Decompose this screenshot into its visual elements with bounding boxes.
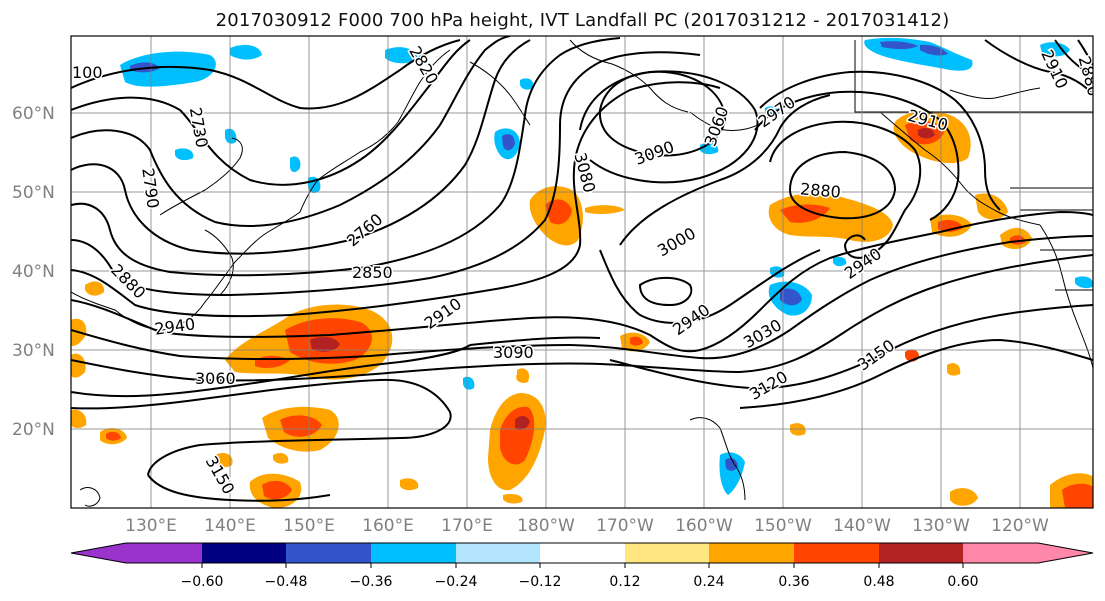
map-panel [71,36,1093,508]
colorbar-segment [202,543,286,563]
colorbar-tick-label: −0.60 [181,574,224,590]
coastlines [71,39,1093,507]
colorbar [70,542,1094,568]
lon-label: 170°W [596,516,654,536]
lon-label: 150°E [283,516,335,536]
lon-label: 130°E [125,516,177,536]
colorbar-tick-label: 0.60 [947,574,978,590]
figure-title: 2017030912 F000 700 hPa height, IVT Land… [215,10,950,31]
ivt-shading [71,37,1093,508]
colorbar-tick-label: 0.12 [609,574,640,590]
colorbar-segment [794,543,879,563]
lon-label: 150°W [754,516,812,536]
lat-label: 50°N [12,183,55,203]
lon-label: 140°E [204,516,256,536]
contour-label: 2880 [799,179,841,201]
colorbar-extend-min [71,543,126,563]
lon-label: 130°W [912,516,970,536]
colorbar-labels: −0.60 −0.48 −0.36 −0.24 −0.12 0.12 0.24 … [181,574,979,590]
colorbar-tick-label: −0.12 [519,574,562,590]
colorbar-tick-label: 0.24 [693,574,724,590]
lon-label: 160°E [362,516,414,536]
colorbar-tick-label: −0.24 [435,574,478,590]
colorbar-tick-label: 0.36 [778,574,809,590]
map-frame [70,35,1094,509]
contour-label: 100 [72,63,103,82]
colorbar-segment [963,543,1038,563]
lat-label: 40°N [12,262,55,282]
lon-label: 180°W [517,516,575,536]
lat-label: 20°N [12,420,55,440]
lat-label: 30°N [12,341,55,361]
contour-label: 2850 [352,263,393,282]
colorbar-segment [286,543,371,563]
lon-label: 160°W [675,516,733,536]
height-contours [71,36,1093,502]
lat-labels: 60°N 50°N 40°N 30°N 20°N [12,104,55,440]
contour-label: 3090 [493,343,534,362]
colorbar-tick-label: −0.36 [350,574,393,590]
colorbar-segment [540,543,625,563]
colorbar-segment [709,543,794,563]
colorbar-segment [456,543,540,563]
colorbar-segment [371,543,456,563]
colorbar-segment [126,543,202,563]
lat-label: 60°N [12,104,55,124]
colorbar-segment [879,543,963,563]
lon-label: 170°E [441,516,493,536]
map-content: 100 2820 2730 2790 2760 2850 2880 2910 2… [71,36,1093,508]
colorbar-tick-label: 0.48 [863,574,894,590]
lon-label: 140°W [833,516,891,536]
colorbar-segment [625,543,709,563]
lon-label: 120°W [991,516,1049,536]
contour-label: 3060 [195,369,236,388]
colorbar-extend-max [1038,543,1093,563]
colorbar-tick-label: −0.48 [265,574,308,590]
lon-labels: 130°E 140°E 150°E 160°E 170°E 180°W 170°… [125,516,1049,536]
colorbar-outline [70,542,1094,564]
